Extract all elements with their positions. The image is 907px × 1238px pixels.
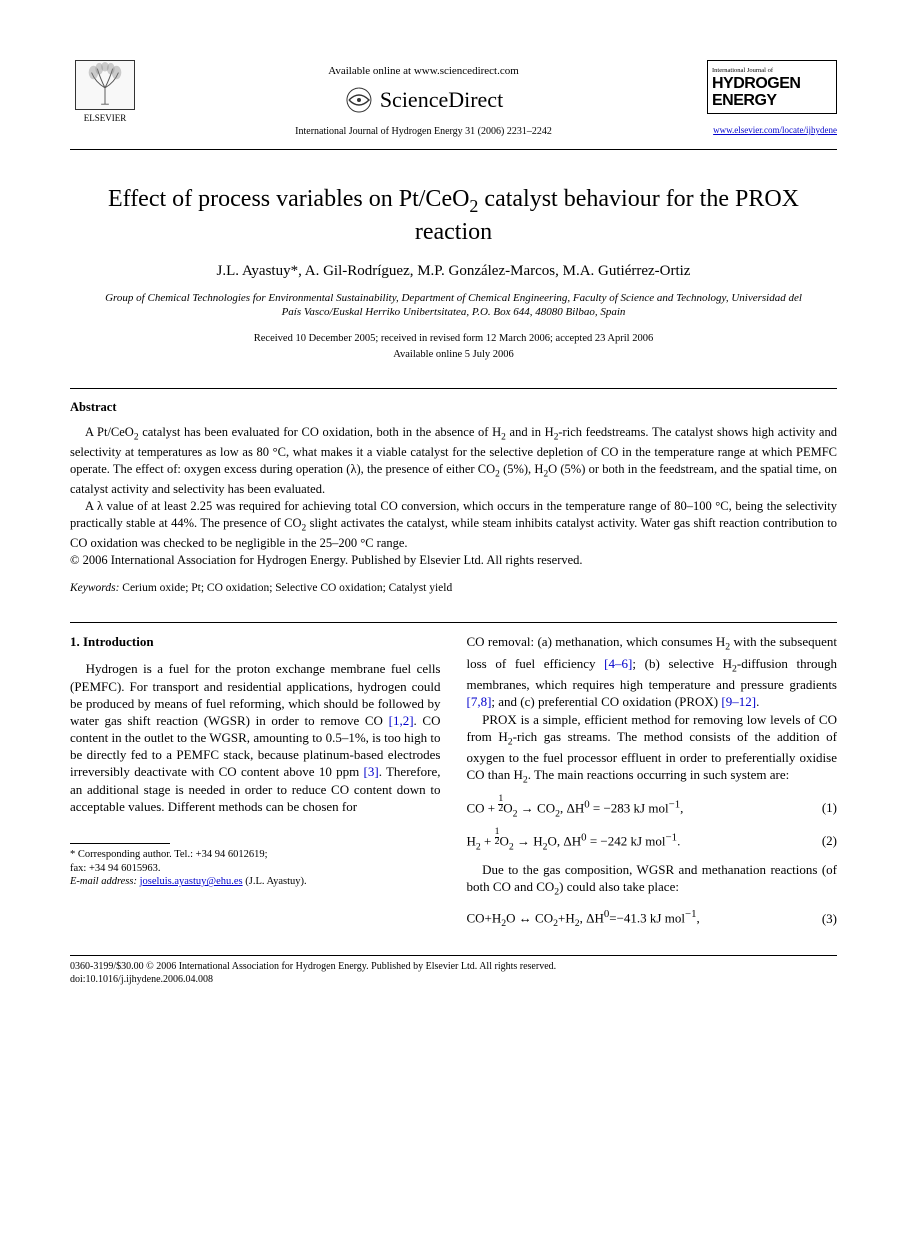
corresponding-author-footnote: * Corresponding author. Tel.: +34 94 601… <box>70 848 441 889</box>
keywords-text: Cerium oxide; Pt; CO oxidation; Selectiv… <box>119 582 452 594</box>
abstract-p2: A λ value of at least 2.25 was required … <box>70 498 837 552</box>
journal-logo-box: International Journal of HYDROGEN ENERGY <box>707 60 837 114</box>
available-online-text: Available online at www.sciencedirect.co… <box>140 64 707 79</box>
eqn2-body: H2 + 12O2 → H2O, ΔH0 = −242 kJ mol−1. <box>467 828 681 854</box>
keywords-line: Keywords: Cerium oxide; Pt; CO oxidation… <box>70 581 837 597</box>
page-footer: 0360-3199/$30.00 © 2006 International As… <box>70 960 837 986</box>
section-heading-intro: 1. Introduction <box>70 633 441 650</box>
abstract-body: A Pt/CeO2 catalyst has been evaluated fo… <box>70 424 837 569</box>
abstract-copyright: © 2006 International Association for Hyd… <box>70 552 837 569</box>
abstract-bottom-rule <box>70 622 837 623</box>
elsevier-tree-icon <box>75 60 135 110</box>
footer-rule <box>70 955 837 956</box>
title-text-a: Effect of process variables on Pt/CeO <box>108 186 469 212</box>
footnote-email-link[interactable]: joseluis.ayastuy@ehu.es <box>140 876 243 887</box>
header: ELSEVIER Available online at www.science… <box>70 60 837 139</box>
right-column: CO removal: (a) methanation, which consu… <box>467 633 838 937</box>
abstract-heading: Abstract <box>70 399 837 416</box>
abstract-p1: A Pt/CeO2 catalyst has been evaluated fo… <box>70 424 837 498</box>
eqn3-number: (3) <box>822 910 837 927</box>
header-rule <box>70 149 837 150</box>
intro-right-p2: PROX is a simple, efficient method for r… <box>467 711 838 788</box>
journal-url-link[interactable]: www.elsevier.com/locate/ijhydene <box>713 125 837 135</box>
received-dates: Received 10 December 2005; received in r… <box>70 332 837 346</box>
ref-4-6[interactable]: [4–6] <box>604 656 632 671</box>
available-date: Available online 5 July 2006 <box>70 348 837 362</box>
left-column: 1. Introduction Hydrogen is a fuel for t… <box>70 633 441 937</box>
intro-left-p1: Hydrogen is a fuel for the proton exchan… <box>70 660 441 814</box>
footnote-rule <box>70 843 170 844</box>
footnote-tel: * Corresponding author. Tel.: +34 94 601… <box>70 848 441 862</box>
ref-3[interactable]: [3] <box>364 764 379 779</box>
equation-1: CO + 12O2 → CO2, ΔH0 = −283 kJ mol−1, (1… <box>467 795 838 821</box>
eqn1-body: CO + 12O2 → CO2, ΔH0 = −283 kJ mol−1, <box>467 795 684 821</box>
footer-doi: doi:10.1016/j.ijhydene.2006.04.008 <box>70 973 837 986</box>
abstract-top-rule <box>70 388 837 389</box>
sd-swirl-icon <box>344 85 374 115</box>
article-title: Effect of process variables on Pt/CeO2 c… <box>70 184 837 247</box>
ref-9-12[interactable]: [9–12] <box>721 694 756 709</box>
journal-reference: International Journal of Hydrogen Energy… <box>140 125 707 139</box>
ref-1-2[interactable]: [1,2] <box>389 713 414 728</box>
equation-2: H2 + 12O2 → H2O, ΔH0 = −242 kJ mol−1. (2… <box>467 828 838 854</box>
center-header: Available online at www.sciencedirect.co… <box>140 60 707 138</box>
keywords-label: Keywords: <box>70 582 119 594</box>
eqn3-body: CO+H2O ↔ CO2+H2, ΔH0=−41.3 kJ mol−1, <box>467 907 700 931</box>
footnote-email-label: E-mail address: <box>70 876 137 887</box>
elsevier-logo: ELSEVIER <box>70 60 140 124</box>
authors-line: J.L. Ayastuy*, A. Gil-Rodríguez, M.P. Go… <box>70 261 837 281</box>
footer-copyright: 0360-3199/$30.00 © 2006 International As… <box>70 960 837 973</box>
sciencedirect-logo: ScienceDirect <box>140 85 707 115</box>
footnote-fax: fax: +34 94 6015963. <box>70 862 441 876</box>
body-columns: 1. Introduction Hydrogen is a fuel for t… <box>70 633 837 937</box>
footnote-email-line: E-mail address: joseluis.ayastuy@ehu.es … <box>70 875 441 889</box>
elsevier-label: ELSEVIER <box>70 112 140 124</box>
right-header: International Journal of HYDROGEN ENERGY… <box>707 60 837 139</box>
eqn1-number: (1) <box>822 799 837 816</box>
journal-logo-line2: ENERGY <box>712 93 832 110</box>
equation-3: CO+H2O ↔ CO2+H2, ΔH0=−41.3 kJ mol−1, (3) <box>467 907 838 931</box>
journal-logo-line1: HYDROGEN <box>712 76 832 93</box>
affiliation: Group of Chemical Technologies for Envir… <box>100 291 807 320</box>
sciencedirect-text: ScienceDirect <box>380 85 503 115</box>
ref-7-8[interactable]: [7,8] <box>467 694 492 709</box>
intro-right-p1: CO removal: (a) methanation, which consu… <box>467 633 838 710</box>
intro-right-p3: Due to the gas composition, WGSR and met… <box>467 861 838 900</box>
eqn2-number: (2) <box>822 832 837 849</box>
